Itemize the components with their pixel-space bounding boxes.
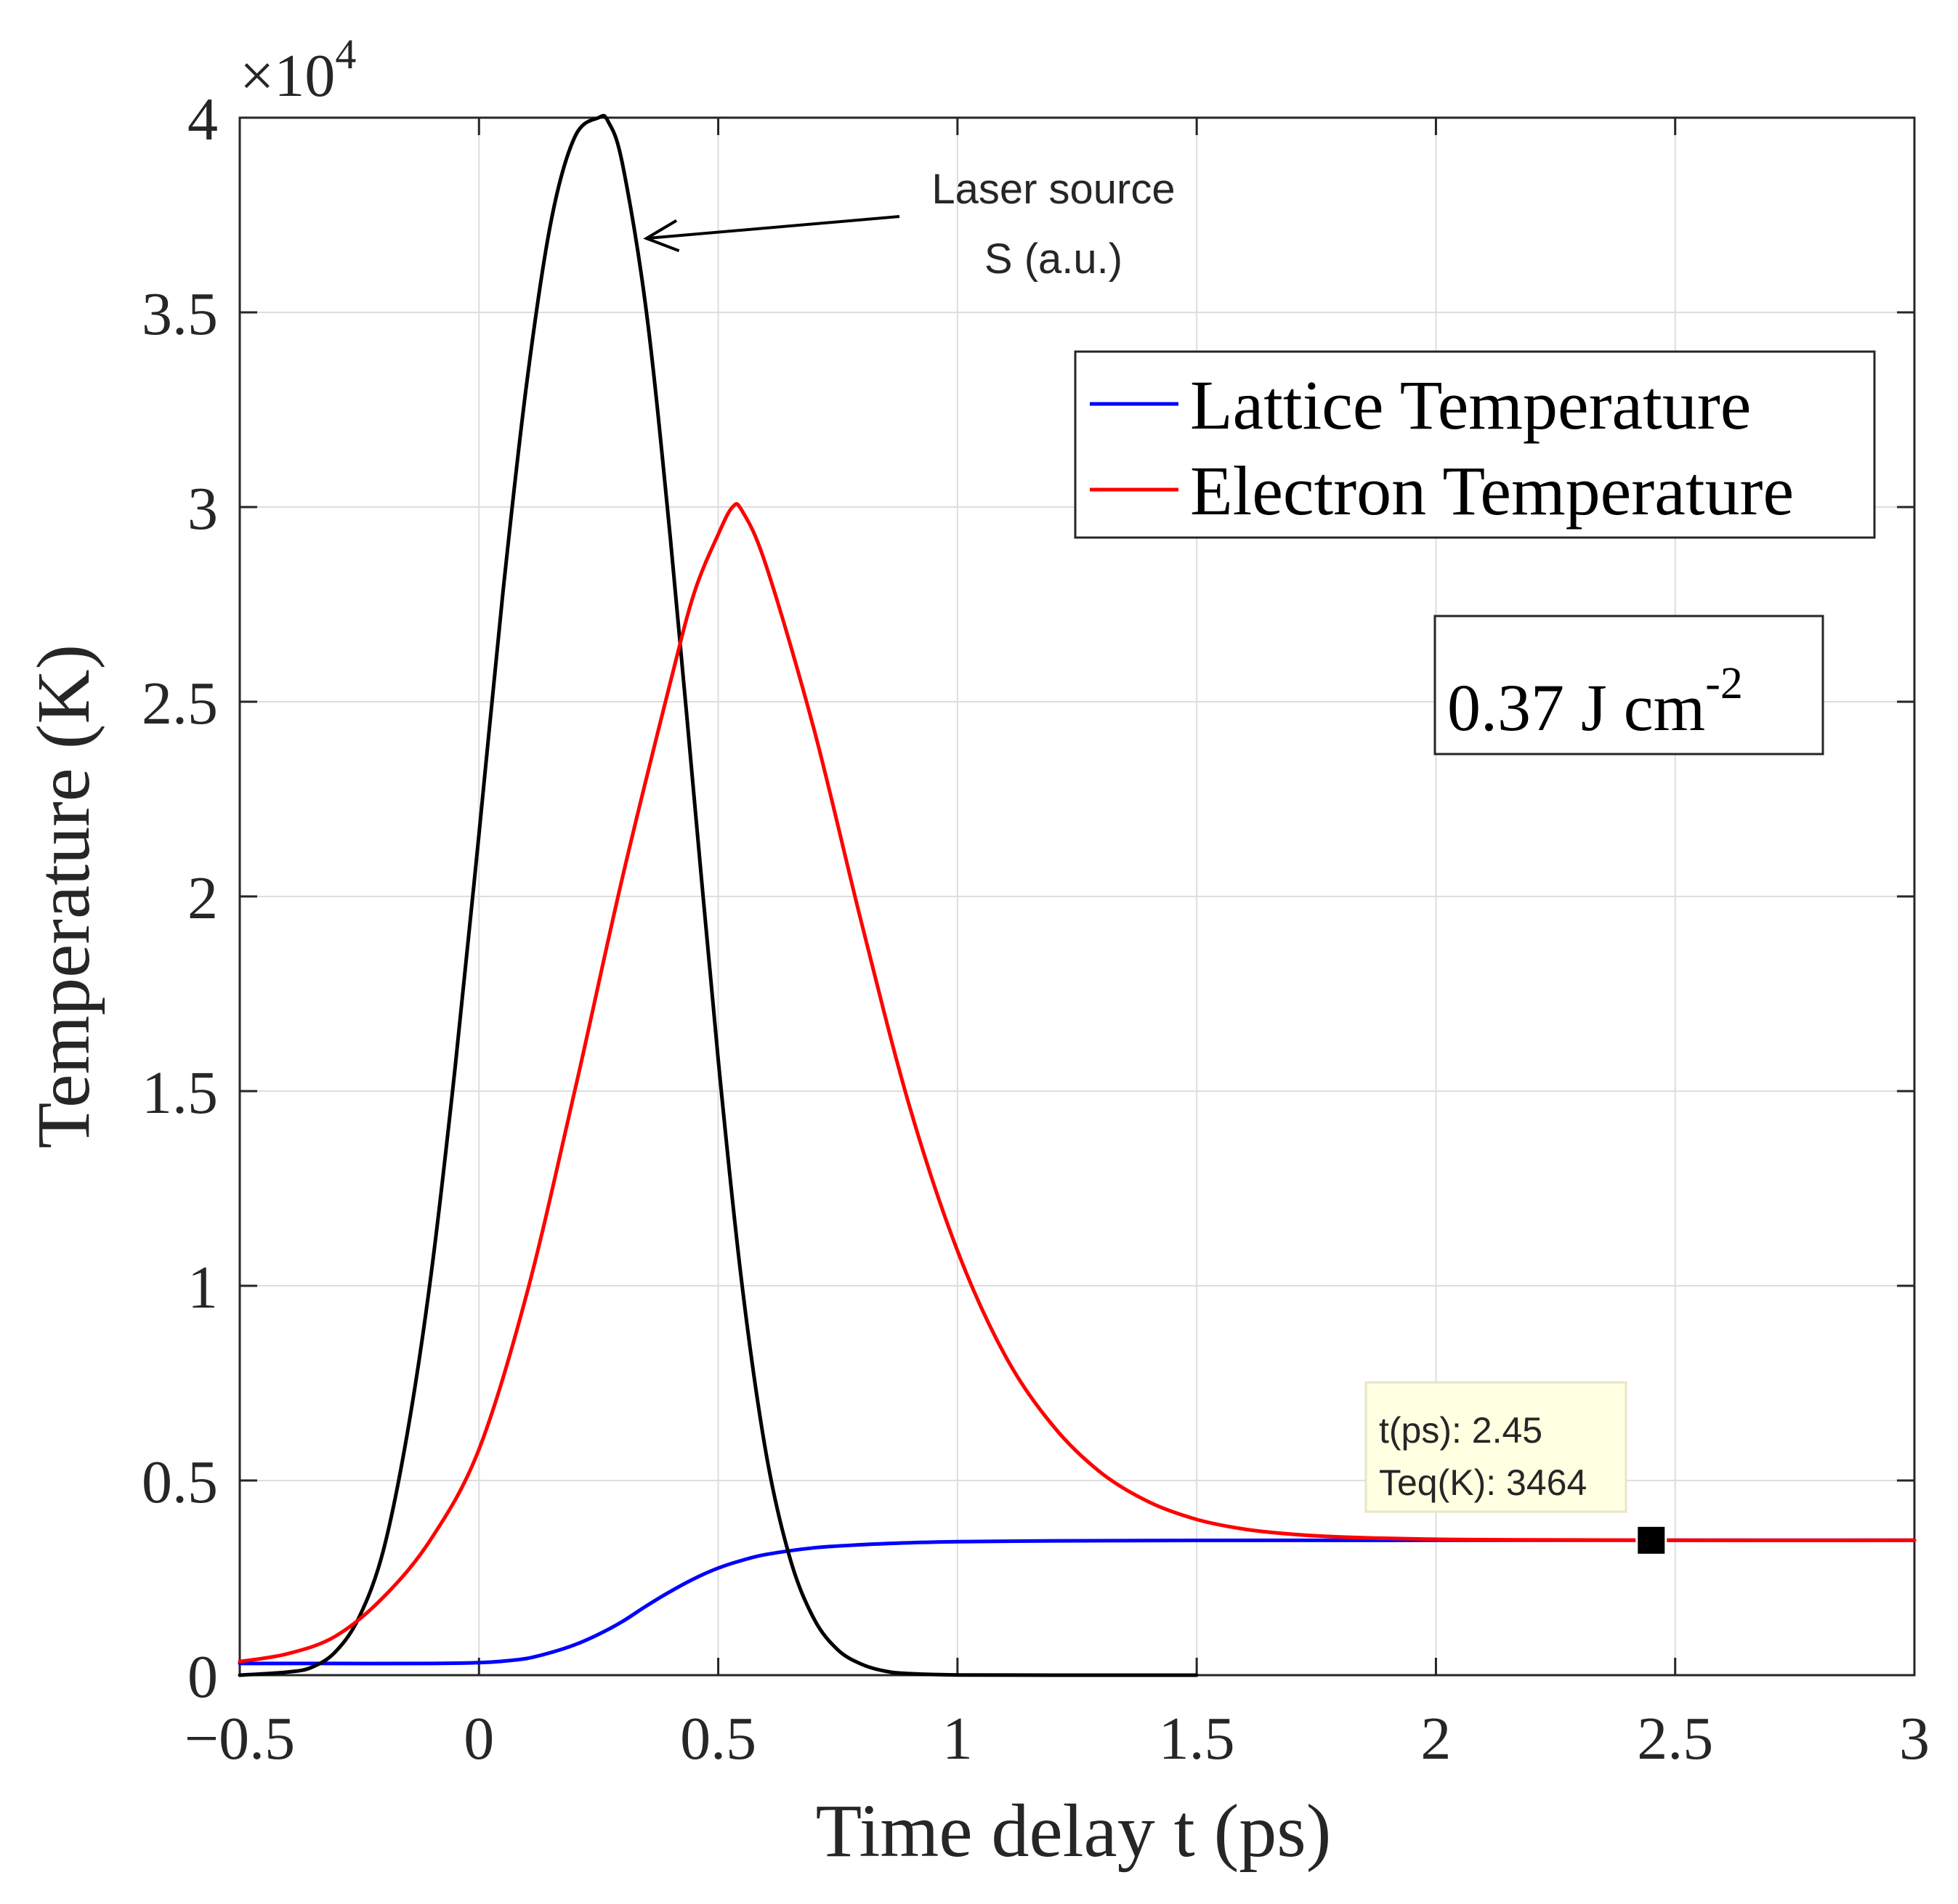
y-axis-label: Temperature (K) (22, 644, 105, 1149)
x-axis-label: Time delay t (ps) (816, 1789, 1332, 1873)
x-tick-label: 0.5 (680, 1705, 756, 1773)
data-tip-line2: Teq(K): 3464 (1379, 1462, 1587, 1503)
axes: −0.5 0 0.5 1 1.5 2 2.5 300.511.522.533.54×104Ti… (22, 31, 1930, 1873)
electron-temperature-line (238, 502, 1917, 1664)
laser-source-arrow (646, 215, 900, 240)
data-tip-line1: t(ps): 2.45 (1379, 1410, 1542, 1451)
arrow-head-icon (643, 219, 680, 253)
laser-source-label-line1: Laser source (931, 166, 1175, 213)
y-tick-label: 0 (187, 1643, 218, 1711)
x-tick-label: 2.5 (1637, 1705, 1713, 1773)
y-tick-label: 3.5 (142, 280, 218, 348)
plot-lines (238, 113, 1917, 1677)
fluence-value: 0.37 J cm-2 (1447, 659, 1743, 745)
data-tip-box (1364, 1381, 1627, 1513)
lattice-temperature-line (238, 1538, 1917, 1666)
data-tip-marker (1635, 1524, 1667, 1556)
x-tick-label: 3 (1899, 1705, 1930, 1773)
x-tick-label: 0 (464, 1705, 494, 1773)
legend-label: Lattice Temperature (1190, 366, 1751, 444)
y-tick-label: 0.5 (142, 1449, 218, 1516)
x-tick-label: −0.5 (185, 1705, 295, 1773)
legend: Lattice Temperature Electron Temperature (1074, 350, 1876, 539)
legend-box (1074, 350, 1876, 539)
x-tick-label: 1 (942, 1705, 973, 1773)
y-tick-label: 2.5 (142, 670, 218, 737)
y-tick-label: 3 (187, 475, 218, 543)
x-tick-label: 1.5 (1159, 1705, 1235, 1773)
x-tick-label: 2 (1420, 1705, 1451, 1773)
y-tick-label: 4 (187, 86, 218, 153)
laser-source-label-line2: S (a.u.) (984, 235, 1122, 283)
legend-label: Electron Temperature (1190, 452, 1794, 530)
y-tick-label: 1.5 (142, 1059, 218, 1127)
y-tick-label: 1 (187, 1254, 218, 1321)
annotations: Laser source S (a.u.) 0.37 J cm-2 t(ps): 2.… (643, 166, 1824, 1556)
laser-source-line (238, 113, 1199, 1677)
y-tick-label: 2 (187, 864, 218, 932)
fluence-box (1433, 615, 1824, 755)
